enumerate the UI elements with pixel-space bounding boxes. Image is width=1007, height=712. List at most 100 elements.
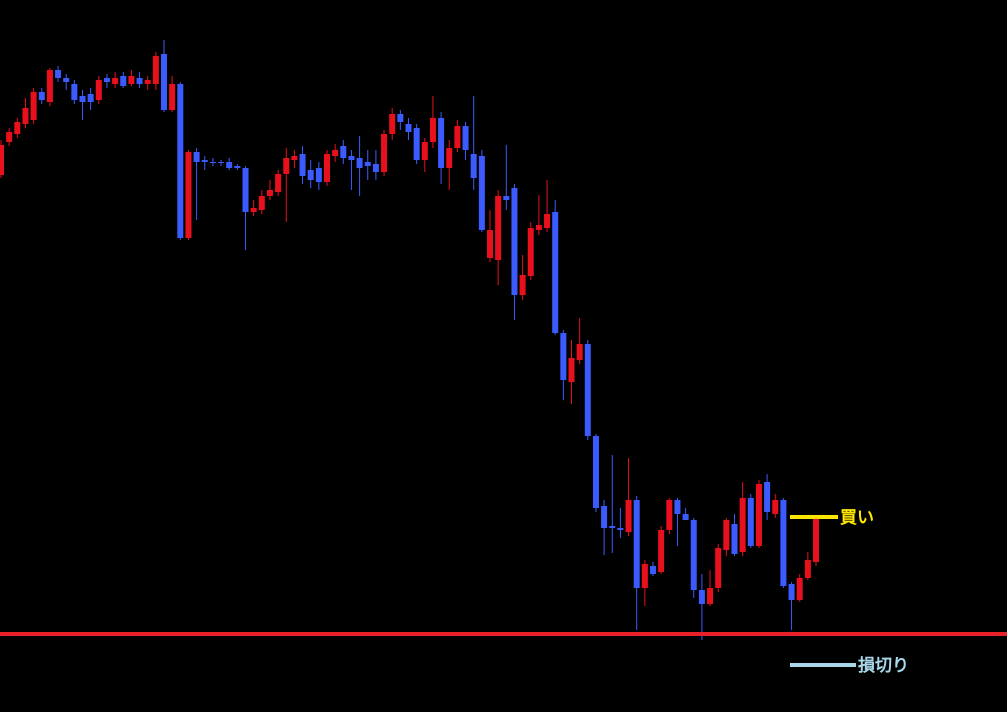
candle-body — [421, 142, 428, 160]
candle-body — [161, 54, 167, 110]
candle-body — [454, 126, 461, 148]
candle-body — [275, 174, 282, 192]
candle-body — [242, 168, 249, 212]
candle-body — [658, 530, 665, 572]
candle-body — [690, 520, 697, 590]
candle-body — [650, 566, 656, 574]
candle-body — [250, 208, 257, 212]
candle-body — [617, 528, 624, 530]
candle-body — [731, 524, 738, 554]
candle-body — [315, 168, 322, 182]
candle-body — [381, 134, 388, 172]
candle-body — [788, 584, 795, 600]
candle-body — [136, 78, 143, 84]
candle-body — [87, 94, 94, 102]
candle-body — [633, 500, 640, 588]
candle-body — [218, 162, 225, 163]
candle-body — [38, 92, 45, 100]
candle-body — [6, 132, 13, 142]
candle-body — [177, 84, 184, 238]
candle-body — [185, 152, 192, 238]
candle-body — [641, 564, 648, 588]
candle-body — [535, 225, 542, 230]
candle-body — [707, 588, 714, 604]
candle-body — [772, 500, 779, 514]
candle-body — [30, 92, 37, 120]
candle-body — [544, 214, 551, 228]
candle-body — [625, 500, 632, 532]
candle-body — [299, 154, 306, 176]
candle-body — [340, 146, 347, 158]
candle-body — [209, 162, 216, 163]
candle-body — [601, 506, 608, 528]
candle-body — [723, 520, 730, 550]
candle-body — [55, 70, 62, 78]
candle-body — [495, 196, 502, 260]
candle-body — [307, 170, 314, 180]
level-label: 損切り — [858, 655, 909, 676]
candle-body — [79, 96, 86, 102]
candle-body — [356, 158, 363, 168]
candle-body — [527, 228, 534, 276]
candle-body — [698, 590, 705, 604]
candle-body — [796, 578, 803, 600]
candle-body — [552, 212, 559, 333]
candle-body — [22, 108, 29, 124]
candle-body — [438, 118, 445, 168]
candle-body — [348, 156, 355, 160]
candle-body — [234, 166, 241, 168]
candle-body — [511, 188, 518, 295]
candle-body — [0, 145, 4, 175]
candle-body — [372, 164, 379, 172]
candle-body — [283, 158, 290, 174]
candle-body — [755, 484, 762, 546]
candle-body — [682, 514, 689, 520]
candle-body — [747, 498, 754, 546]
candle-body — [46, 70, 53, 102]
candle-body — [332, 150, 339, 156]
candle-body — [405, 124, 412, 132]
candle-body — [14, 122, 21, 134]
candle-body — [666, 500, 673, 530]
candle-body — [389, 114, 396, 134]
candle-body — [478, 156, 485, 230]
candle-body — [804, 560, 811, 578]
candle-body — [413, 128, 420, 160]
candle-body — [739, 498, 746, 552]
candle-body — [201, 160, 208, 162]
candle-body — [764, 482, 771, 512]
candle-body — [103, 78, 110, 82]
candle-body — [576, 344, 583, 360]
candle-body — [487, 230, 493, 258]
candle-body — [128, 76, 135, 84]
candle-body — [71, 84, 78, 100]
candle-body — [519, 275, 526, 295]
candle-body — [258, 196, 265, 210]
candle-body — [120, 76, 127, 86]
candle-body — [780, 500, 787, 586]
candle-body — [169, 84, 176, 110]
candle-body — [144, 80, 151, 84]
candle-body — [95, 80, 102, 100]
candle-body — [63, 78, 70, 82]
candle-body — [397, 114, 404, 122]
candle-body — [446, 148, 453, 168]
candle-body — [592, 436, 599, 508]
candle-body — [503, 196, 510, 200]
level-label: 買い — [840, 508, 874, 528]
candle-body — [364, 162, 371, 166]
candle-body — [715, 548, 722, 588]
candle-body — [226, 162, 233, 168]
candle-body — [470, 154, 477, 178]
candle-body — [429, 118, 436, 142]
candle-body — [266, 190, 273, 196]
candle-body — [152, 56, 159, 84]
candle-body — [584, 344, 591, 436]
candle-body — [609, 526, 616, 528]
candle-body — [674, 500, 681, 514]
candle-body — [462, 126, 469, 150]
candle-body — [112, 78, 119, 84]
candle-body — [560, 333, 567, 380]
candle-body — [291, 156, 298, 160]
